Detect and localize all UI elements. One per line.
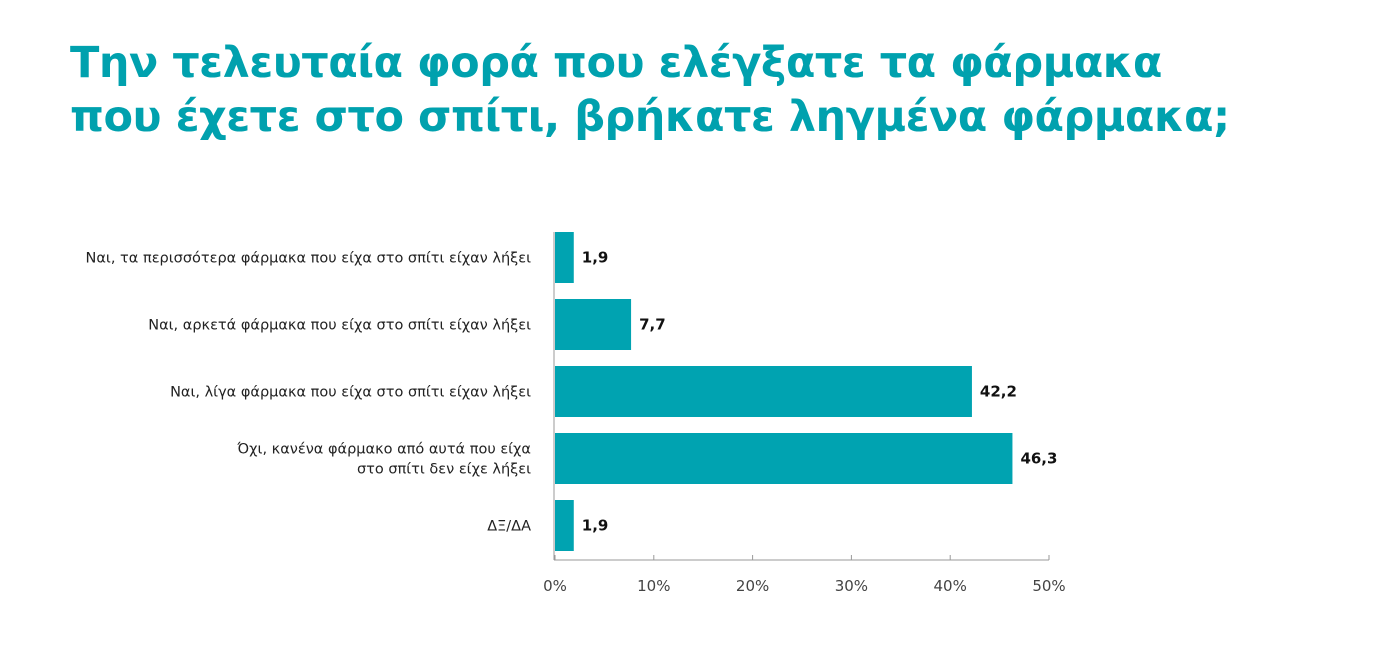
category-label: Ναι, αρκετά φάρμακα που είχα στο σπίτι ε… [148,318,531,334]
category-label: ΔΞ/ΔΑ [487,519,531,535]
category-label: Ναι, τα περισσότερα φάρμακα που είχα στο… [86,251,532,267]
title-line-2: που έχετε στο σπίτι, βρήκατε ληγμένα φάρ… [70,92,1230,142]
x-tick-label: 10% [637,577,670,595]
bar [555,433,1013,484]
bar [555,500,574,551]
category-label: Ναι, λίγα φάρμακα που είχα στο σπίτι είχ… [170,385,531,401]
chart-title: Την τελευταία φορά που ελέγξατε τα φάρμα… [70,36,1230,144]
title-line-1: Την τελευταία φορά που ελέγξατε τα φάρμα… [70,38,1162,88]
bar [555,366,972,417]
data-label: 1,9 [582,517,609,535]
x-tick-label: 50% [1032,577,1065,595]
x-tick-label: 30% [835,577,868,595]
x-tick-label: 0% [543,577,567,595]
category-label: στο σπίτι δεν είχε λήξει [357,462,531,478]
bar [555,232,574,283]
data-label: 46,3 [1020,450,1057,468]
data-label: 7,7 [639,316,666,334]
data-label: 1,9 [582,249,609,267]
x-tick-label: 20% [736,577,769,595]
data-label: 42,2 [980,383,1017,401]
x-tick-label: 40% [934,577,967,595]
category-label: Όχι, κανένα φάρμακο από αυτά που είχα [236,442,531,458]
bar [555,299,632,350]
